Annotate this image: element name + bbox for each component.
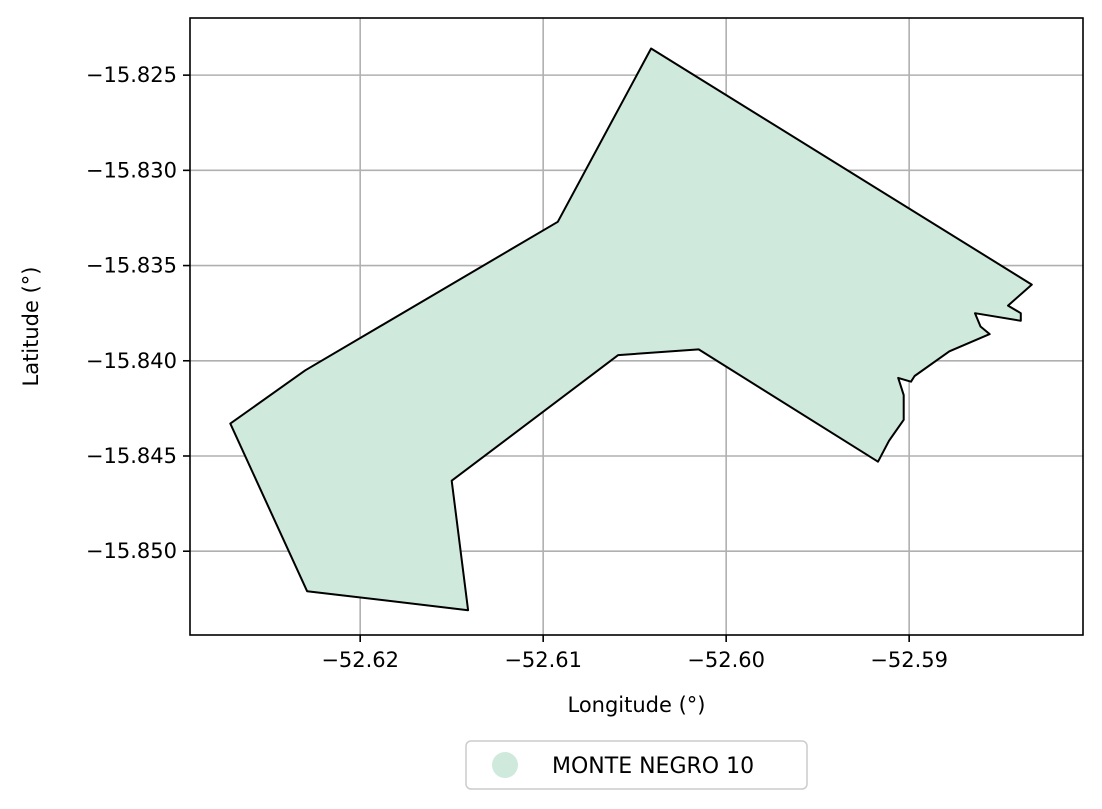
legend-marker [492,752,518,778]
plot-frame [189,17,1084,636]
x-axis-ticks: −52.62 −52.61 −52.60 −52.59 [321,635,948,672]
x-tick-label: −52.59 [870,648,948,672]
x-tick-label: −52.61 [504,648,582,672]
legend-entry-label: MONTE NEGRO 10 [552,754,754,779]
y-tick-label: −15.850 [86,539,177,563]
x-tick-label: −52.62 [321,648,399,672]
y-tick-label: −15.830 [86,158,177,182]
polygon-layer [229,47,1033,612]
y-axis-label: Latitude (°) [19,267,43,387]
x-tick-label: −52.60 [687,648,765,672]
y-tick-label: −15.845 [86,444,177,468]
y-tick-label: −15.835 [86,254,177,278]
y-tick-label: −15.825 [86,63,177,87]
x-axis-label: Longitude (°) [567,693,705,717]
y-tick-label: −15.840 [86,349,177,373]
legend: MONTE NEGRO 10 [465,740,808,790]
y-axis-ticks: −15.825 −15.830 −15.835 −15.840 −15.845 −15.8… [86,63,190,563]
region-polygon [229,47,1033,612]
legend-box [465,740,808,790]
